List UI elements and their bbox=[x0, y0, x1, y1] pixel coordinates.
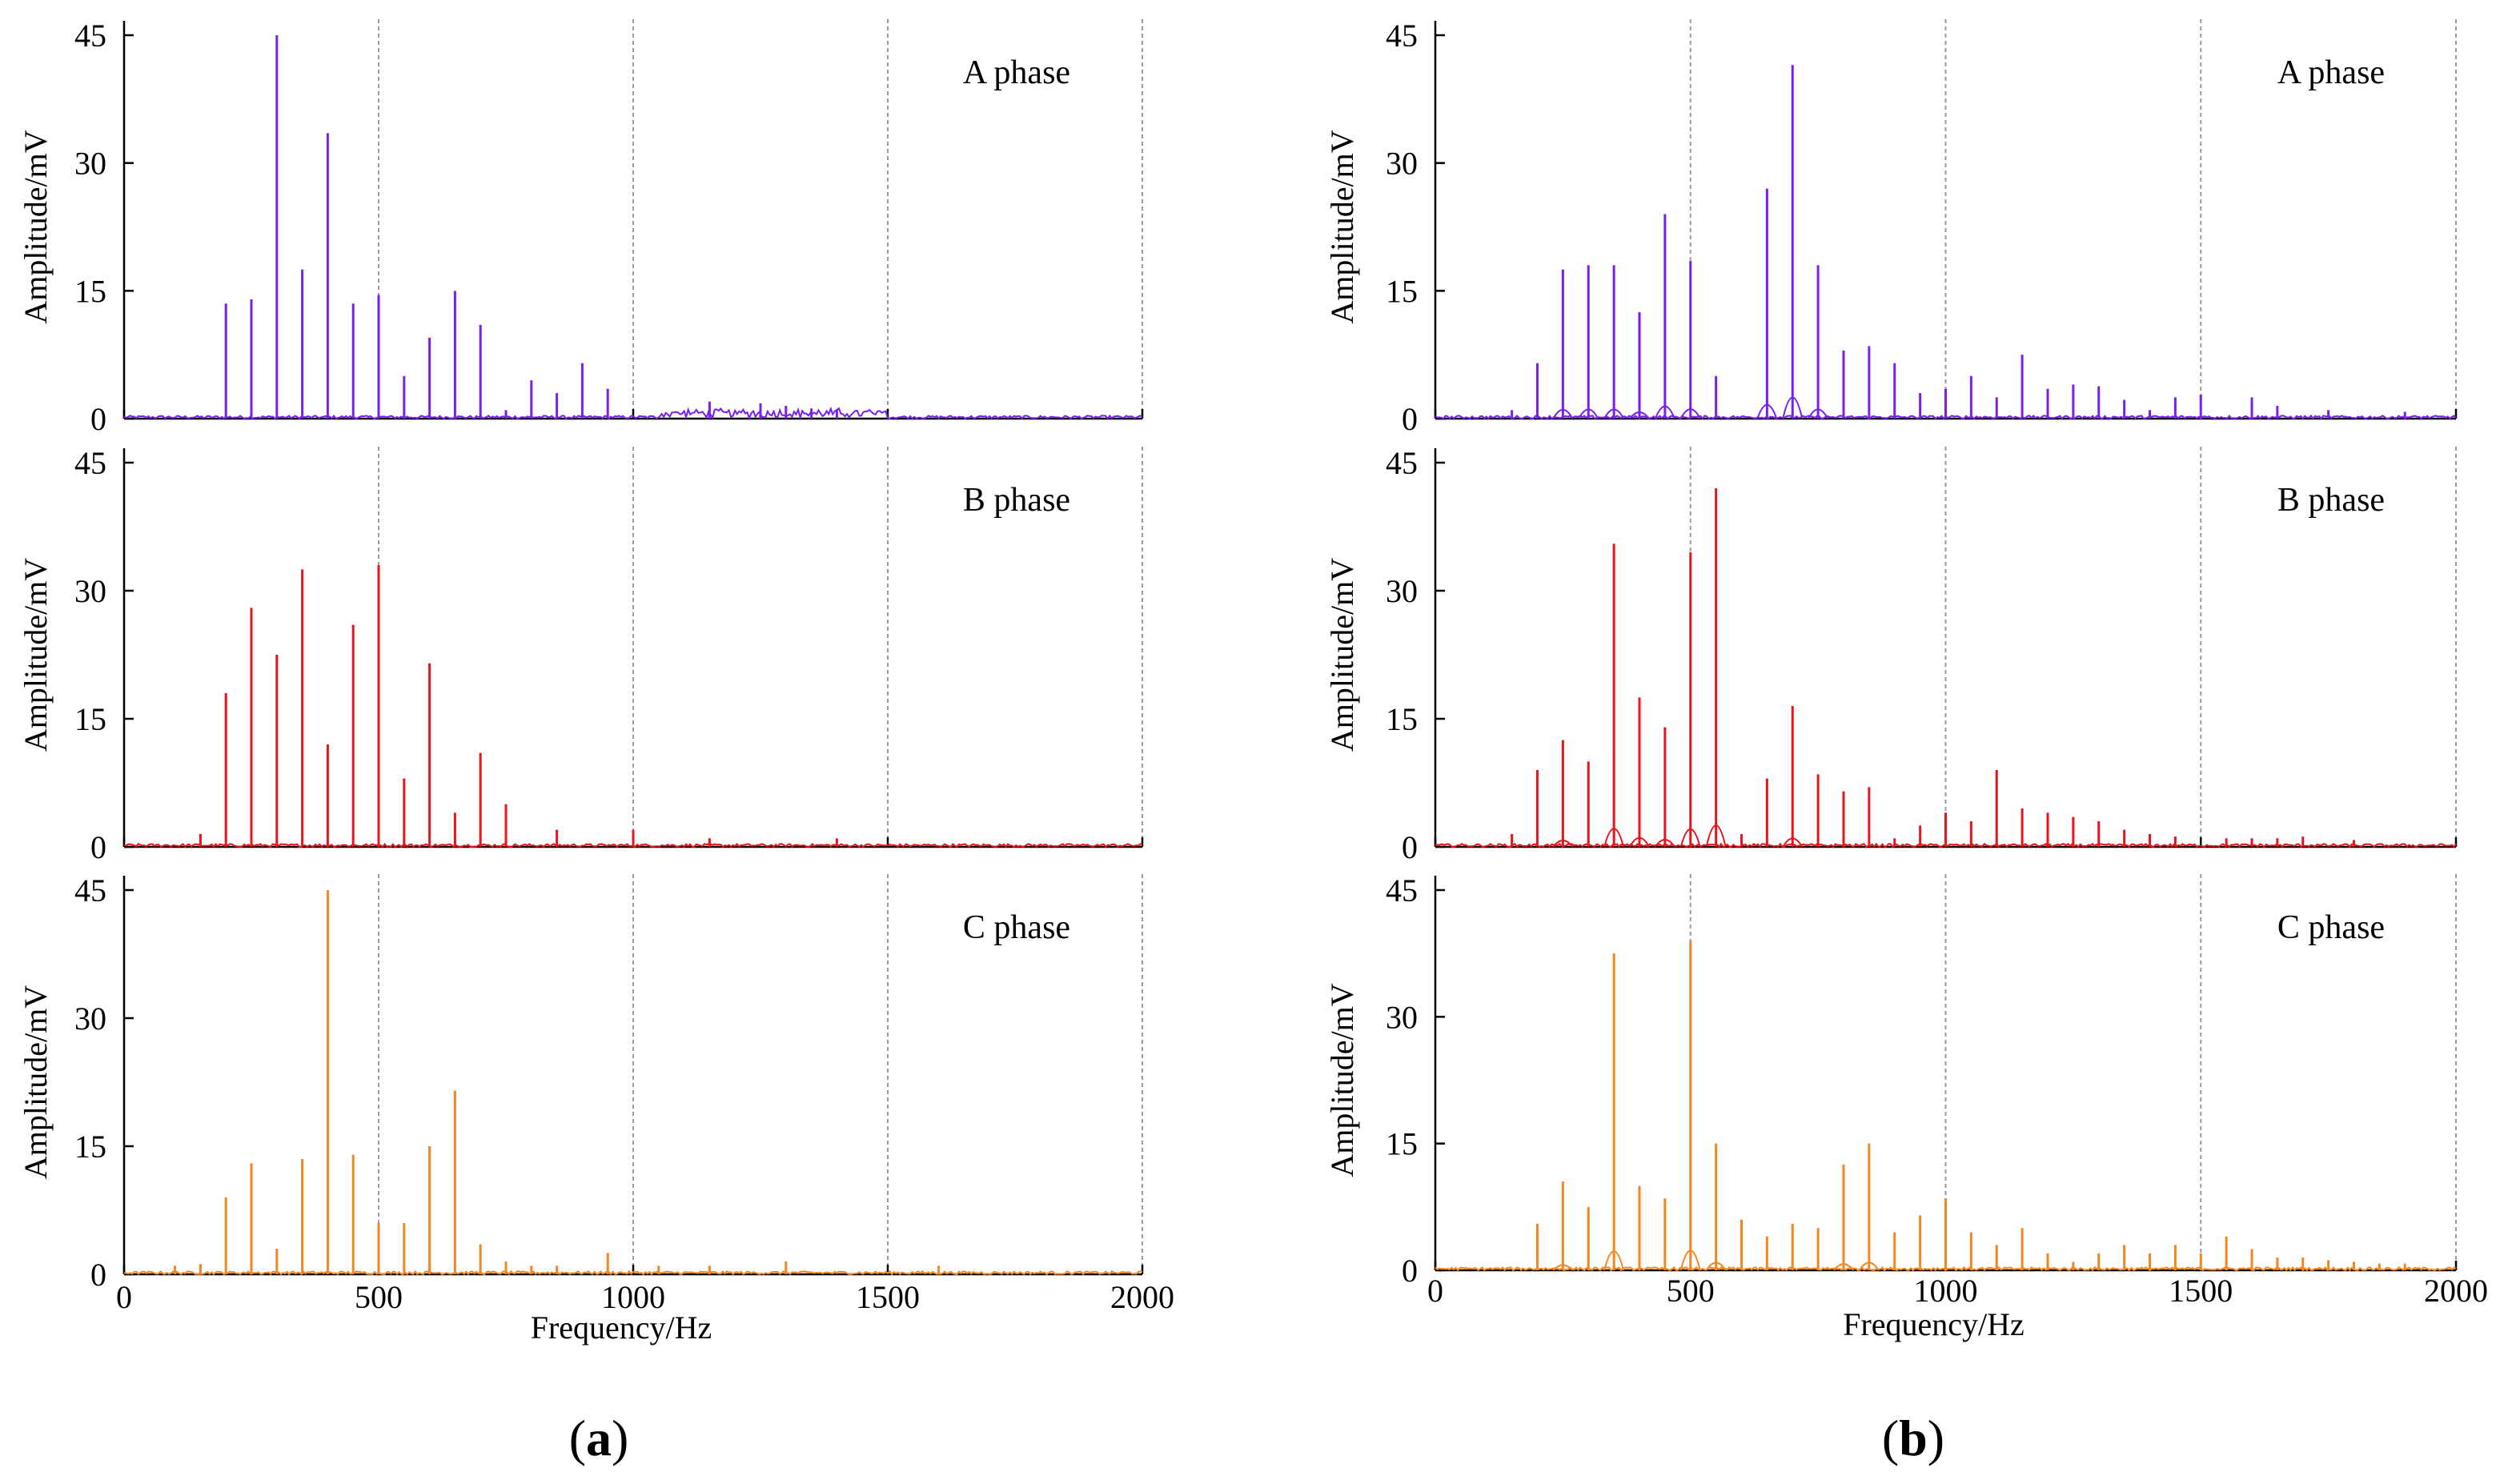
y-axis-label: Amplitude/mV bbox=[1324, 558, 1360, 752]
x-tick-label: 1000 bbox=[1914, 1273, 1978, 1309]
y-tick-label: 15 bbox=[1386, 273, 1418, 309]
x-tick-label: 500 bbox=[1667, 1273, 1715, 1309]
x-tick-label: 2000 bbox=[1110, 1279, 1174, 1315]
series-b-phase bbox=[123, 565, 1143, 848]
peak-lobe bbox=[1603, 1250, 1625, 1271]
x-tick-label: 500 bbox=[355, 1279, 403, 1315]
x-axis-label: Frequency/Hz bbox=[531, 1310, 712, 1346]
peak-lobe bbox=[1679, 828, 1701, 848]
y-tick-label: 15 bbox=[74, 701, 106, 737]
y-axis-label: Amplitude/mV bbox=[18, 985, 54, 1179]
y-tick-label: 45 bbox=[1386, 445, 1418, 481]
y-tick-label: 0 bbox=[90, 1257, 106, 1293]
y-tick-label: 30 bbox=[1386, 999, 1418, 1035]
panel-label: (b) bbox=[1882, 1410, 1944, 1466]
peak-lobe bbox=[1603, 828, 1625, 848]
y-tick-label: 45 bbox=[74, 18, 106, 54]
y-axis-label: Amplitude/mV bbox=[18, 558, 54, 752]
peak-lobe bbox=[1655, 839, 1675, 848]
y-tick-label: 45 bbox=[1386, 872, 1418, 908]
subplot-c-phase: 0 15 30 45 Amplitude/mV C phase bbox=[1324, 872, 2458, 1289]
peak-lobe bbox=[1679, 408, 1701, 419]
y-tick-label: 30 bbox=[74, 146, 106, 182]
figure-panel-b: 0 15 30 45 Amplitude/mV A phase 0 15 30 45 Amplitu… bbox=[1324, 18, 2488, 1466]
y-tick-label: 30 bbox=[74, 573, 106, 609]
peak-lobe bbox=[1782, 837, 1804, 848]
phase-label: B phase bbox=[963, 482, 1070, 519]
peak-lobe bbox=[1578, 408, 1599, 419]
y-tick-label: 30 bbox=[1386, 146, 1418, 182]
series-a-phase bbox=[1435, 65, 2457, 420]
peak-lobe bbox=[1859, 1261, 1880, 1271]
subplot-b-phase: 0 15 30 45 Amplitude/mV B phase bbox=[1324, 445, 2458, 865]
y-tick-label: 0 bbox=[1402, 1253, 1418, 1289]
y-tick-label: 0 bbox=[1402, 401, 1418, 437]
peak-lobe bbox=[1705, 1261, 1727, 1271]
y-tick-label: 15 bbox=[74, 273, 106, 309]
y-tick-label: 0 bbox=[1402, 829, 1418, 865]
subplot-b-phase: 0 15 30 45 Amplitude/mV B phase bbox=[18, 445, 1144, 865]
phase-label: C phase bbox=[963, 909, 1070, 946]
peak-lobe bbox=[1603, 408, 1625, 419]
phase-label: B phase bbox=[2277, 482, 2385, 519]
y-axis-label: Amplitude/mV bbox=[18, 130, 54, 323]
phase-label: C phase bbox=[2277, 909, 2385, 946]
y-tick-label: 0 bbox=[90, 401, 106, 437]
x-axis-label: Frequency/Hz bbox=[1843, 1306, 2024, 1342]
series-c-phase bbox=[123, 890, 1143, 1276]
peak-lobe bbox=[1629, 411, 1650, 419]
peak-lobe bbox=[1629, 836, 1650, 848]
y-tick-label: 45 bbox=[74, 872, 106, 908]
x-tick-label: 1500 bbox=[2169, 1273, 2233, 1309]
series-b-phase bbox=[1435, 488, 2457, 848]
peak-lobe bbox=[1756, 403, 1778, 419]
peak-lobe bbox=[1552, 408, 1574, 419]
subplot-a-phase: 0 15 30 45 Amplitude/mV A phase bbox=[18, 18, 1144, 437]
subplot-a-phase: 0 15 30 45 Amplitude/mV A phase bbox=[1324, 18, 2458, 437]
y-tick-label: 45 bbox=[74, 445, 106, 481]
y-tick-label: 15 bbox=[1386, 1126, 1418, 1162]
phase-label: A phase bbox=[963, 54, 1070, 91]
peak-lobe bbox=[1705, 824, 1727, 848]
y-tick-label: 0 bbox=[90, 829, 106, 865]
y-axis-label: Amplitude/mV bbox=[1324, 983, 1360, 1177]
spectrum-baseline bbox=[123, 406, 1143, 421]
peak-lobe bbox=[1782, 396, 1804, 419]
spectrum-baseline bbox=[123, 1269, 1143, 1276]
y-tick-label: 30 bbox=[1386, 573, 1418, 609]
series-a-phase bbox=[123, 35, 1143, 421]
subplot-c-phase: 0 15 30 45 Amplitude/mV C phase bbox=[18, 872, 1144, 1293]
y-tick-label: 15 bbox=[74, 1129, 106, 1165]
panel-label: (a) bbox=[569, 1410, 629, 1466]
x-tick-label: 1000 bbox=[601, 1279, 665, 1315]
x-tick-label: 0 bbox=[1427, 1273, 1443, 1309]
peak-lobe bbox=[1833, 1263, 1854, 1271]
y-tick-label: 15 bbox=[1386, 701, 1418, 737]
y-tick-label: 45 bbox=[1386, 18, 1418, 54]
peak-lobe bbox=[1552, 1264, 1574, 1271]
y-axis-label: Amplitude/mV bbox=[1324, 130, 1360, 323]
y-tick-label: 30 bbox=[74, 1001, 106, 1037]
x-tick-label: 1500 bbox=[856, 1279, 920, 1315]
figure-panel-a: 0 15 30 45 Amplitude/mV A phase 0 15 30 45 Amplitu… bbox=[18, 18, 1174, 1466]
series-c-phase bbox=[1435, 941, 2457, 1272]
peak-lobe bbox=[1654, 405, 1675, 419]
peak-lobe bbox=[1552, 840, 1574, 848]
x-tick-label: 2000 bbox=[2424, 1273, 2488, 1309]
peak-lobe bbox=[1679, 1249, 1701, 1271]
phase-label: A phase bbox=[2277, 54, 2385, 91]
peak-lobe bbox=[1808, 408, 1829, 419]
x-tick-label: 0 bbox=[116, 1279, 132, 1315]
